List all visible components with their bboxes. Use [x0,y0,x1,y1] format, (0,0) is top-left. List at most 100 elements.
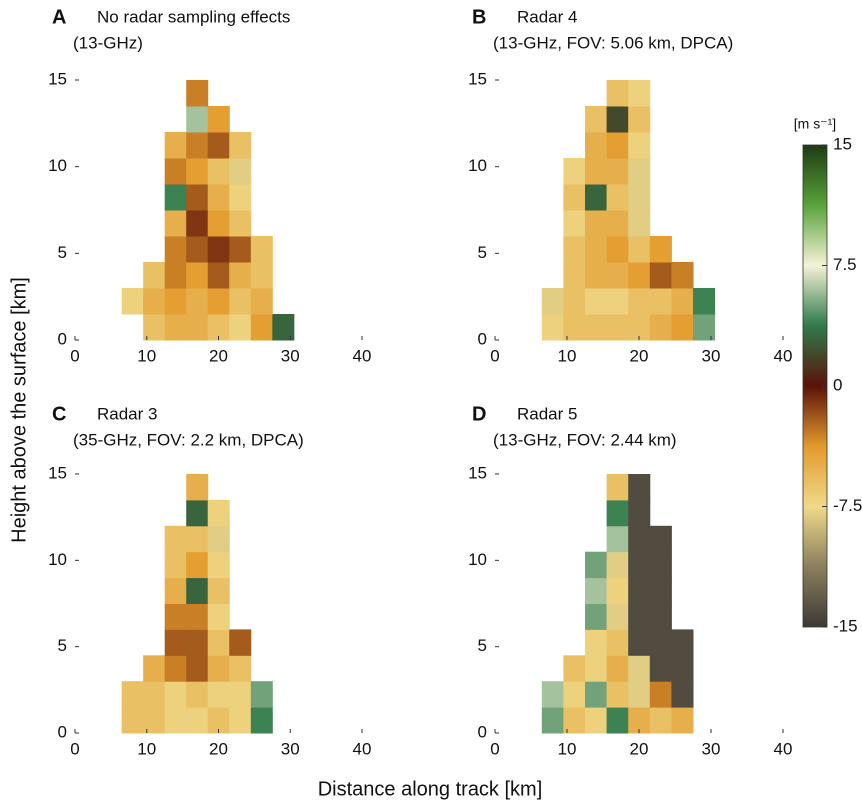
heatmap-cell [563,655,586,682]
heatmap-cell [186,525,209,553]
heatmap-cell [250,681,273,708]
heatmap-cell [229,655,252,682]
heatmap-cell [186,681,209,708]
panel-title: No radar sampling effects [97,7,290,26]
heatmap-cell [250,262,273,289]
heatmap-cell [628,158,651,185]
heatmap-cell [143,262,166,289]
heatmap-cell [186,655,209,682]
y-tick-label: 5 [478,243,487,262]
y-tick-label: 15 [48,463,67,482]
heatmap-cell [164,655,187,682]
heatmap-cell [186,236,209,263]
y-tick-label: 15 [468,463,487,482]
heatmap-cell [229,210,252,237]
panel-subtitle: (13-GHz, FOV: 2.44 km) [493,430,677,449]
panel-subtitle: (13-GHz, FOV: 5.06 km, DPCA) [493,33,733,52]
heatmap-cell [649,314,672,341]
x-tick-label: 0 [70,739,79,758]
heatmap-cell [272,314,295,341]
colorbar-tick-label: 7.5 [833,255,857,274]
heatmap-cell [207,210,230,237]
heatmap-cell [541,707,564,734]
heatmap-cell [250,707,273,734]
heatmap-cell [207,525,230,553]
y-tick-label: 10 [468,156,487,175]
colorbar-tick-label: 15 [833,134,852,153]
x-tick-label: 30 [702,739,721,758]
y-axis-label: Height above the surface [km] [8,277,30,543]
heatmap-cell [563,236,586,263]
heatmap-cell [606,655,629,682]
y-tick-label: 5 [58,243,67,262]
heatmap-cell [628,551,651,579]
heatmap-cell [649,707,672,734]
heatmap-cell [606,106,629,133]
heatmap-cell [628,577,651,604]
heatmap-cell [606,158,629,185]
heatmap-cell [649,551,672,579]
heatmap-cell [164,603,187,630]
panel-subtitle: (13-GHz) [73,33,143,52]
heatmap-cell [649,288,672,315]
x-tick-label: 20 [630,739,649,758]
heatmap-cell [628,262,651,289]
panel-title: Radar 3 [97,404,157,423]
heatmap-cell [606,707,629,734]
panel-title: Radar 4 [517,7,577,26]
heatmap-cell [121,681,144,708]
heatmap-cell [628,236,651,263]
heatmap-cell [164,629,187,656]
heatmap-cell [693,288,716,315]
heatmap-cell [606,132,629,159]
heatmap-cell [186,474,209,501]
y-tick-label: 15 [48,69,67,88]
heatmap-cell [207,158,230,185]
heatmap-cell [606,681,629,708]
colorbar-tick-label: 0 [833,375,842,394]
heatmap-cell [585,132,608,159]
heatmap-cell [207,681,230,708]
x-tick-label: 10 [558,346,577,365]
heatmap-cell [229,314,252,341]
heatmap-cell [250,314,273,341]
heatmap-cell [606,80,629,107]
x-tick-label: 20 [209,739,228,758]
heatmap-cell [207,262,230,289]
heatmap-cell [164,262,187,289]
heatmap-cell [229,288,252,315]
heatmap-cell [143,707,166,734]
heatmap-cell [649,655,672,682]
heatmap-cell [229,184,252,211]
heatmap-cell [207,236,230,263]
heatmap-cell [585,577,608,604]
y-tick-label: 15 [468,69,487,88]
heatmap-cell [628,603,651,630]
heatmap-cell [207,629,230,656]
heatmap-cell [164,236,187,263]
y-tick-label: 5 [478,636,487,655]
heatmap-cell [186,80,209,107]
heatmap-cell [606,474,629,501]
heatmap-cell [207,603,230,630]
heatmap-cell [121,707,144,734]
y-tick-label: 0 [478,722,487,741]
heatmap-cell [649,236,672,263]
heatmap-cell [143,655,166,682]
heatmap-cell [563,262,586,289]
heatmap-cell [186,106,209,133]
heatmap-cell [585,236,608,263]
heatmap-cell [229,707,252,734]
heatmap-cell [563,314,586,341]
heatmap-cell [585,210,608,237]
heatmap-cell [207,314,230,341]
y-tick-label: 0 [478,329,487,348]
heatmap-cell [585,314,608,341]
heatmap-cell [229,236,252,263]
heatmap-cell [541,314,564,341]
x-tick-label: 10 [137,739,156,758]
heatmap-cell [164,707,187,734]
y-tick-label: 0 [58,329,67,348]
heatmap-cell [186,184,209,211]
heatmap-cell [186,288,209,315]
